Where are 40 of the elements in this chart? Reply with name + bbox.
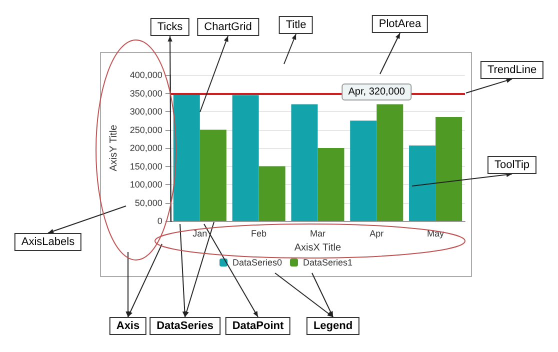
- text: Title: [278, 16, 314, 34]
- bar: [258, 166, 286, 221]
- y-tick-label: 200,000: [130, 143, 162, 153]
- x-tick-label: Apr: [370, 228, 384, 238]
- x-tick-label: May: [427, 228, 445, 238]
- text: ChartGrid: [197, 18, 259, 36]
- text: PlotArea: [372, 15, 428, 33]
- y-tick-label: 50,000: [134, 198, 162, 208]
- bar: [291, 104, 318, 221]
- text: ToolTip: [487, 156, 537, 174]
- x-tick-label: Feb: [251, 228, 267, 238]
- y-tick-label: 0: [157, 216, 162, 226]
- y-tick-label: 250,000: [130, 124, 162, 135]
- text: Legend: [306, 317, 360, 335]
- bar: [232, 95, 259, 221]
- y-tick-label: 300,000: [130, 106, 162, 116]
- bar: [409, 145, 436, 221]
- bar: [173, 93, 200, 221]
- x-axis-title: AxisX Title: [294, 242, 342, 254]
- legend-label: DataSeries1: [303, 258, 353, 268]
- text: Ticks: [150, 18, 190, 36]
- text: Axis: [109, 317, 147, 335]
- y-tick-label: 400,000: [130, 70, 162, 80]
- bar: [376, 104, 404, 221]
- annotation: Apr, 320,000: [341, 84, 412, 101]
- bar: [318, 148, 344, 221]
- bar: [350, 120, 377, 221]
- text: AxisLabels: [14, 233, 82, 251]
- bar: [436, 116, 462, 221]
- text: DataPoint: [225, 317, 291, 335]
- bar: [200, 130, 226, 221]
- x-tick-label: Jan: [192, 228, 208, 238]
- y-axis-title: AxisY Title: [108, 124, 120, 172]
- x-tick-label: Mar: [310, 228, 326, 238]
- text: DataSeries: [150, 317, 220, 335]
- text: TrendLine: [480, 61, 544, 79]
- y-tick-label: 150,000: [130, 161, 162, 172]
- y-tick-label: 100,000: [130, 180, 162, 190]
- legend-label: DataSeries0: [232, 258, 282, 268]
- y-tick-label: 350,000: [130, 88, 162, 98]
